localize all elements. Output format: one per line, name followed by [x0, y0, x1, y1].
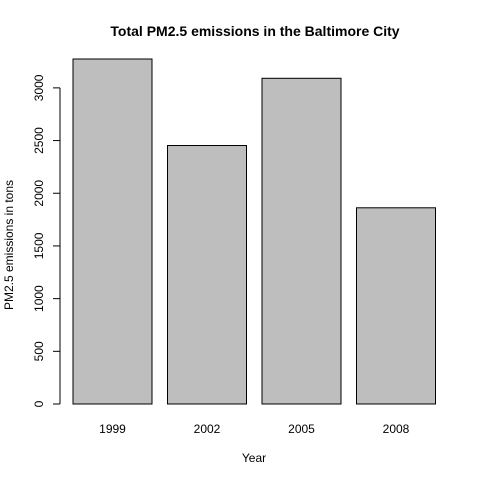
x-tick-label-2002: 2002	[194, 422, 221, 436]
chart-title: Total PM2.5 emissions in the Baltimore C…	[110, 23, 399, 39]
x-tick-labels: 1999 2002 2005 2008	[99, 422, 410, 436]
x-tick-label-2005: 2005	[288, 422, 315, 436]
y-tick-label-0: 0	[32, 400, 46, 407]
bar-2002	[167, 145, 247, 405]
x-axis-label: Year	[242, 451, 266, 465]
y-tick-label-1000: 1000	[32, 285, 46, 312]
y-tick-label-2000: 2000	[32, 180, 46, 207]
y-tick-label-3000: 3000	[32, 74, 46, 101]
x-tick-label-1999: 1999	[99, 422, 126, 436]
y-tick-label-2500: 2500	[32, 127, 46, 154]
x-tick-label-2008: 2008	[383, 422, 410, 436]
bar-2008	[356, 207, 436, 405]
bar-1999	[72, 58, 153, 405]
y-tick-label-1500: 1500	[32, 232, 46, 259]
bar-2005	[261, 77, 342, 405]
bars-group	[72, 58, 436, 405]
y-tick-label-500: 500	[32, 341, 46, 361]
y-axis-label: PM2.5 emissions in tons	[2, 180, 16, 310]
y-axis: 0 500 1000 1500 2000 2500 3000	[32, 74, 61, 407]
